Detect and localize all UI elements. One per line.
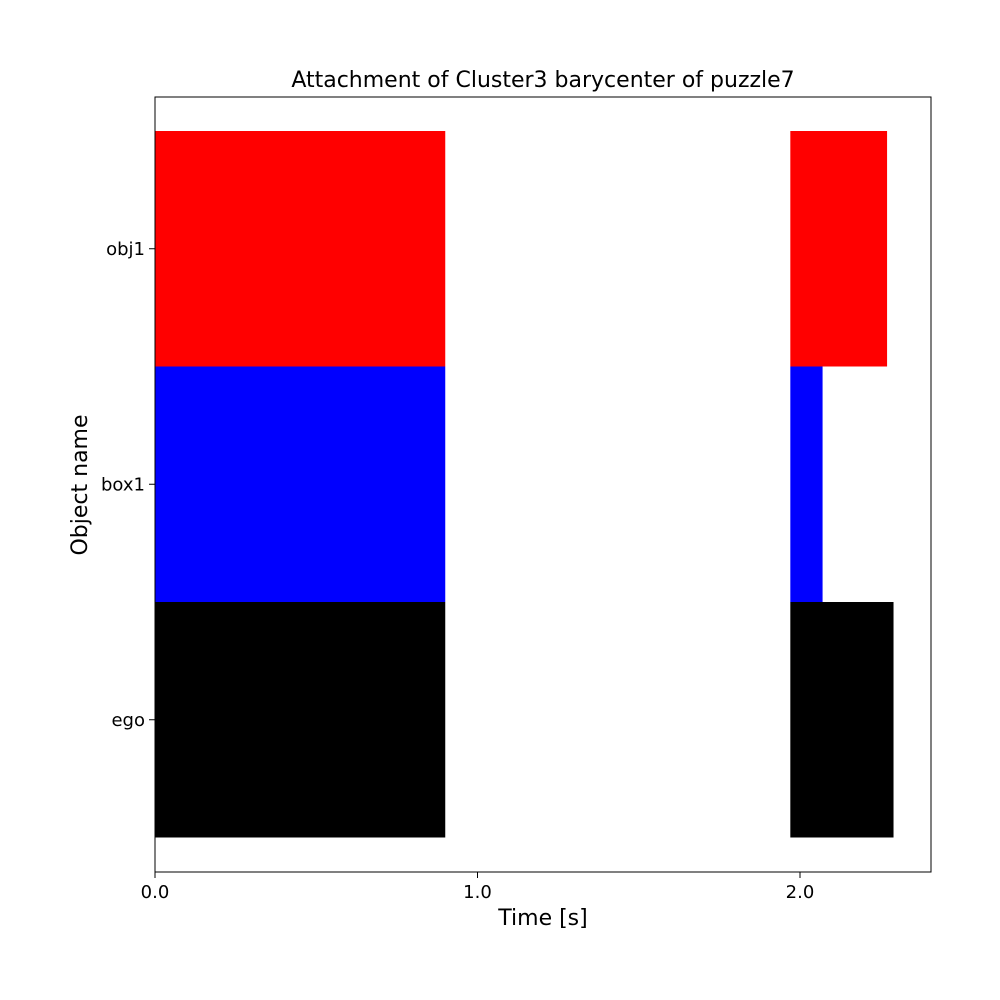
- bar-ego-1: [155, 602, 446, 838]
- x-tick-label: 1.0: [463, 882, 492, 903]
- bar-box1-1: [155, 366, 446, 602]
- y-axis-label: Object name: [68, 414, 93, 555]
- x-axis-ticks: 0.0 1.0 2.0: [141, 872, 815, 903]
- chart-title: Attachment of Cluster3 barycenter of puz…: [291, 68, 794, 93]
- y-tick-label-ego: ego: [111, 710, 145, 731]
- y-tick-label-box1: box1: [101, 474, 145, 495]
- x-tick-label: 0.0: [141, 882, 170, 903]
- bar-obj1-2: [790, 131, 888, 367]
- x-tick-label: 2.0: [786, 882, 815, 903]
- bars-group: [155, 131, 894, 838]
- bar-obj1-1: [155, 131, 446, 367]
- bar-ego-2: [790, 602, 894, 838]
- bar-box1-2: [790, 366, 823, 602]
- y-tick-label-obj1: obj1: [106, 239, 145, 260]
- x-axis-label: Time [s]: [497, 906, 587, 931]
- y-axis-ticks: ego box1 obj1: [101, 239, 155, 731]
